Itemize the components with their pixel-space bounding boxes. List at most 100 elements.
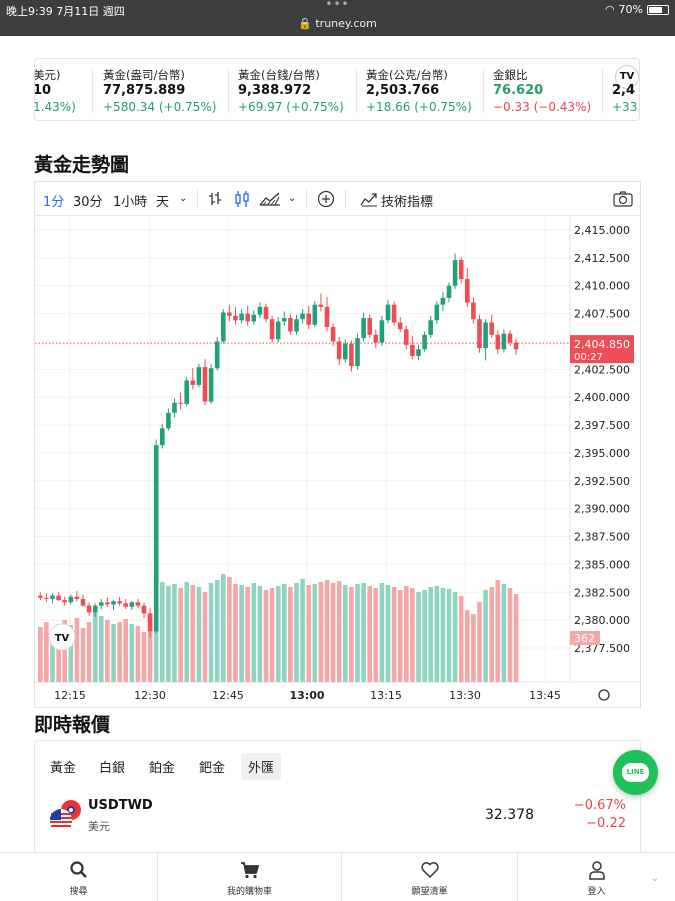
nav-wishlist[interactable]: 願望清單 [342,853,517,901]
interval-1m[interactable]: 1分 [43,195,65,210]
candle-body [349,343,354,366]
quote-tab-gold[interactable]: 黃金 [50,761,77,776]
volume-bar [62,620,67,682]
ticker-name: 金銀比 [493,68,528,82]
indicators-button[interactable]: 技術指標 [381,195,434,210]
camera-snapshot-icon[interactable] [613,191,633,207]
interval-1d[interactable]: 天 [156,195,170,210]
volume-bar [483,590,488,682]
candle-body [147,613,153,632]
indicators-icon[interactable] [360,191,378,207]
volume-bar [227,577,232,682]
volume-bar [56,624,61,682]
candle-body [495,334,501,350]
candle-body [86,605,92,613]
ticker-item-4[interactable]: 金銀比 76.620 −0.33 (−0.43%) [493,67,591,115]
battery-percent: 70% [618,3,643,16]
ticker-item-0[interactable]: 美元) 10 1.43%) [34,67,76,115]
volume-bar [239,585,244,682]
nav-cart[interactable]: 我的購物車 [158,853,341,901]
search-icon [69,861,87,878]
candle-body [434,304,440,321]
candle-body [111,601,116,605]
ticker-divider [483,69,484,113]
candle-body [184,380,189,404]
quote-tab-platinum[interactable]: 鉑金 [149,761,176,776]
line-chat-button[interactable]: LINE [613,750,658,795]
volume-bar [233,584,238,682]
chart-panel[interactable]: 1分 30分 1小時 天 ⌄ ⌄ 技術指標 [34,181,641,708]
volume-bar [355,584,360,682]
candlestick-chart[interactable]: 2,415.000 2,412.500 2,410.000 2,407.500 2,40… [35,217,640,708]
candle-body [239,313,244,321]
candle-body [38,595,43,598]
status-bar: ••• 晚上9:39 7月11日 週四 🔒 truney.com ◠ 70% [0,0,675,36]
interval-30m[interactable]: 30分 [73,195,103,210]
volume-bar [117,622,122,682]
tradingview-logo-icon: TV [615,65,639,89]
candle-body [44,597,49,599]
candle-body [458,260,464,280]
candle-body [483,322,488,349]
candle-body [160,428,165,446]
chart-type-chevron-down-icon[interactable]: ⌄ [288,193,297,204]
ticker-item-3[interactable]: 黃金(公克/台幣) 2,503.766 +18.66 (+0.75%) [366,67,472,115]
url-host[interactable]: 🔒 truney.com [298,17,377,30]
volume-bar [501,584,507,682]
candle-body [361,318,366,339]
ticker-value: 10 [34,83,52,98]
volume-bar [300,579,305,682]
x-tick-label: 13:00 [289,689,324,702]
area-chart-type-icon[interactable] [259,191,281,207]
volume-bar [184,582,189,682]
time-axis-settings-icon[interactable] [598,689,610,701]
candle-body [196,367,202,385]
add-compare-plus-icon[interactable] [317,190,335,208]
volume-bar [410,588,415,682]
candle-body [178,402,183,404]
candle-body [80,598,86,606]
quote-price: 32.378 [485,807,534,823]
quote-tab-palladium[interactable]: 鈀金 [199,761,226,776]
volume-bar [92,612,98,682]
last-volume-label: 362 [574,632,595,645]
candle-body [410,344,415,356]
candle-body [336,341,342,360]
wifi-icon: ◠ [604,3,615,16]
y-tick-label: 2,395.000 [574,447,630,460]
chevron-down-icon[interactable]: ⌄ [650,873,659,884]
price-ticker[interactable]: 美元) 10 1.43%) 黃金(盎司/台幣) 77,875.889 +580.… [34,58,640,121]
y-tick-label: 2,412.500 [574,252,630,265]
user-icon [588,861,605,880]
ticker-item-2[interactable]: 黃金(台錢/台幣) 9,388.972 +69.97 (+0.75%) [238,67,344,115]
volume-bar [208,583,214,682]
x-tick-label: 13:15 [370,689,402,702]
candle-body [62,600,67,603]
x-tick-label: 12:45 [212,689,244,702]
candle-body [117,601,122,604]
ticker-item-1[interactable]: 黃金(盎司/台幣) 77,875.889 +580.34 (+0.75%) [103,67,216,115]
volume-bar [343,585,348,682]
candle-body [233,315,238,321]
interval-chevron-down-icon[interactable]: ⌄ [179,193,188,204]
candle-body [294,319,299,332]
nav-search[interactable]: 搜尋 [0,853,157,901]
bar-chart-type-icon[interactable] [207,191,223,207]
volume-bar [288,587,293,682]
last-price-label: 2,404.850 [574,338,630,351]
countdown-label: 00:27 [574,352,603,363]
url-host-text: truney.com [315,17,377,30]
nav-login[interactable]: 登入 [518,853,675,901]
line-logo-icon: LINE [622,763,649,782]
tab-grabber[interactable]: ••• [325,0,350,11]
candle-body [123,603,128,607]
candle-body [422,334,427,350]
quote-tab-forex[interactable]: 外匯 [241,753,282,780]
quote-tab-silver[interactable]: 白銀 [99,761,126,776]
volume-bar [416,592,421,682]
interval-1h[interactable]: 1小時 [113,195,148,210]
ticker-item-5[interactable]: 2,4 +33. [612,83,639,115]
candle-body [227,312,232,316]
candle-chart-type-icon[interactable] [234,190,250,208]
volume-bar [178,588,183,682]
